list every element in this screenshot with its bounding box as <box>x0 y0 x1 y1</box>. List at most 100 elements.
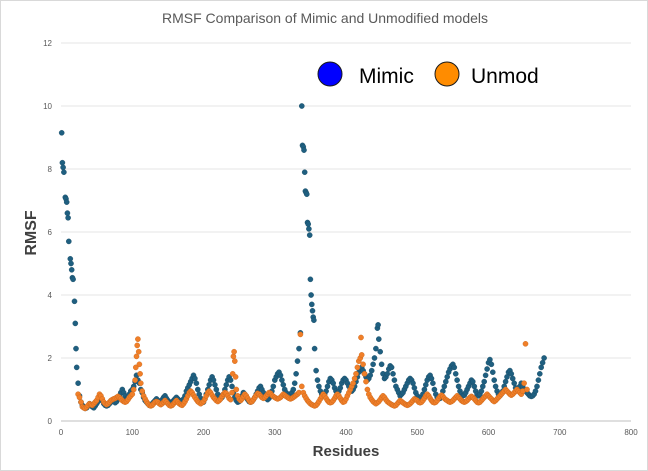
data-point-unmod <box>134 342 140 349</box>
data-point-mimic <box>508 370 515 377</box>
data-point-mimic <box>194 386 201 393</box>
legend-marker-mimic <box>317 61 343 87</box>
data-point-mimic <box>370 361 376 368</box>
legend: Mimic Unmod <box>317 61 539 88</box>
y-tick-label: 10 <box>43 102 52 111</box>
data-point-unmod <box>229 389 235 396</box>
data-point-mimic <box>489 369 496 376</box>
y-tick-label: 0 <box>48 417 53 426</box>
data-point-mimic <box>213 386 220 393</box>
data-point-mimic <box>469 378 476 385</box>
data-point-mimic <box>303 191 310 197</box>
x-tick-label: 600 <box>482 428 496 437</box>
legend-label-unmod: Unmod <box>471 65 539 88</box>
data-point-unmod <box>137 380 144 387</box>
data-point-mimic <box>308 292 314 298</box>
data-point-mimic <box>311 317 317 324</box>
data-point-mimic <box>375 322 381 328</box>
data-point-mimic <box>280 381 287 388</box>
data-point-unmod <box>137 370 143 377</box>
data-point-unmod <box>133 353 140 360</box>
data-point-mimic <box>311 345 318 352</box>
data-point-unmod <box>363 378 369 385</box>
data-point-unmod <box>231 358 238 364</box>
data-point-unmod <box>130 386 137 393</box>
data-point-mimic <box>206 381 212 388</box>
data-point-mimic <box>294 358 301 364</box>
data-point-mimic <box>478 388 485 394</box>
data-point-mimic <box>431 386 438 393</box>
data-point-mimic <box>430 380 436 387</box>
data-point-mimic <box>307 276 314 283</box>
data-point-mimic <box>452 370 459 377</box>
data-point-unmod <box>136 361 143 368</box>
data-point-mimic <box>384 370 391 377</box>
y-axis-title: RMSF <box>23 210 40 256</box>
data-point-mimic <box>411 385 418 391</box>
data-point-mimic <box>291 380 298 387</box>
data-point-mimic <box>71 298 78 305</box>
data-point-mimic <box>66 238 72 245</box>
data-point-mimic <box>484 366 490 372</box>
data-point-mimic <box>58 129 65 136</box>
data-point-mimic <box>64 210 71 216</box>
data-point-mimic <box>428 375 435 382</box>
data-point-mimic <box>72 320 79 327</box>
data-point-mimic <box>441 383 448 390</box>
data-point-unmod <box>350 380 356 387</box>
data-point-mimic <box>532 388 539 394</box>
data-point-mimic <box>337 385 344 391</box>
data-point-mimic <box>59 159 66 166</box>
data-point-mimic <box>65 214 71 221</box>
data-point-unmod <box>232 374 239 380</box>
series-mimic <box>58 103 547 412</box>
data-point-mimic <box>192 375 198 382</box>
data-point-mimic <box>471 383 478 390</box>
y-tick-label: 6 <box>48 228 53 237</box>
data-point-unmod <box>360 361 366 368</box>
data-point-mimic <box>378 361 385 368</box>
data-point-unmod <box>522 340 529 347</box>
data-point-mimic <box>367 372 374 379</box>
data-point-mimic <box>324 383 331 390</box>
data-point-mimic <box>306 232 313 238</box>
data-point-mimic <box>368 367 375 374</box>
chart-title: RMSF Comparison of Mimic and Unmodified … <box>162 10 488 26</box>
y-tick-label: 12 <box>43 39 52 48</box>
y-tick-label: 8 <box>48 165 53 174</box>
data-point-mimic <box>454 377 460 383</box>
data-point-mimic <box>502 378 509 385</box>
data-point-mimic <box>296 345 302 352</box>
data-point-mimic <box>375 336 382 342</box>
data-point-unmod <box>230 353 237 360</box>
x-tick-label: 200 <box>197 428 211 437</box>
data-point-mimic <box>444 374 451 380</box>
data-point-mimic <box>492 383 499 390</box>
data-point-mimic <box>301 147 307 153</box>
data-point-mimic <box>61 169 67 175</box>
data-point-unmod <box>354 364 361 371</box>
data-point-mimic <box>455 383 462 390</box>
data-point-unmod <box>78 399 84 405</box>
data-point-mimic <box>373 345 379 352</box>
data-point-mimic <box>67 255 74 262</box>
data-point-mimic <box>229 383 235 390</box>
data-point-mimic <box>534 383 540 390</box>
x-tick-label: 700 <box>553 428 567 437</box>
data-point-mimic <box>73 345 79 352</box>
data-point-mimic <box>313 367 319 374</box>
data-point-mimic <box>488 361 495 368</box>
data-point-mimic <box>481 378 488 385</box>
data-point-mimic <box>442 378 449 385</box>
data-point-mimic <box>73 364 80 371</box>
data-point-mimic <box>277 372 284 379</box>
x-tick-label: 300 <box>268 428 282 437</box>
data-point-mimic <box>212 381 218 388</box>
data-point-mimic <box>390 370 396 377</box>
data-point-unmod <box>135 336 141 342</box>
data-point-unmod <box>364 386 371 393</box>
data-point-unmod <box>298 383 305 390</box>
data-point-mimic <box>539 359 546 366</box>
data-point-unmod <box>129 391 136 398</box>
data-point-mimic <box>75 380 81 387</box>
